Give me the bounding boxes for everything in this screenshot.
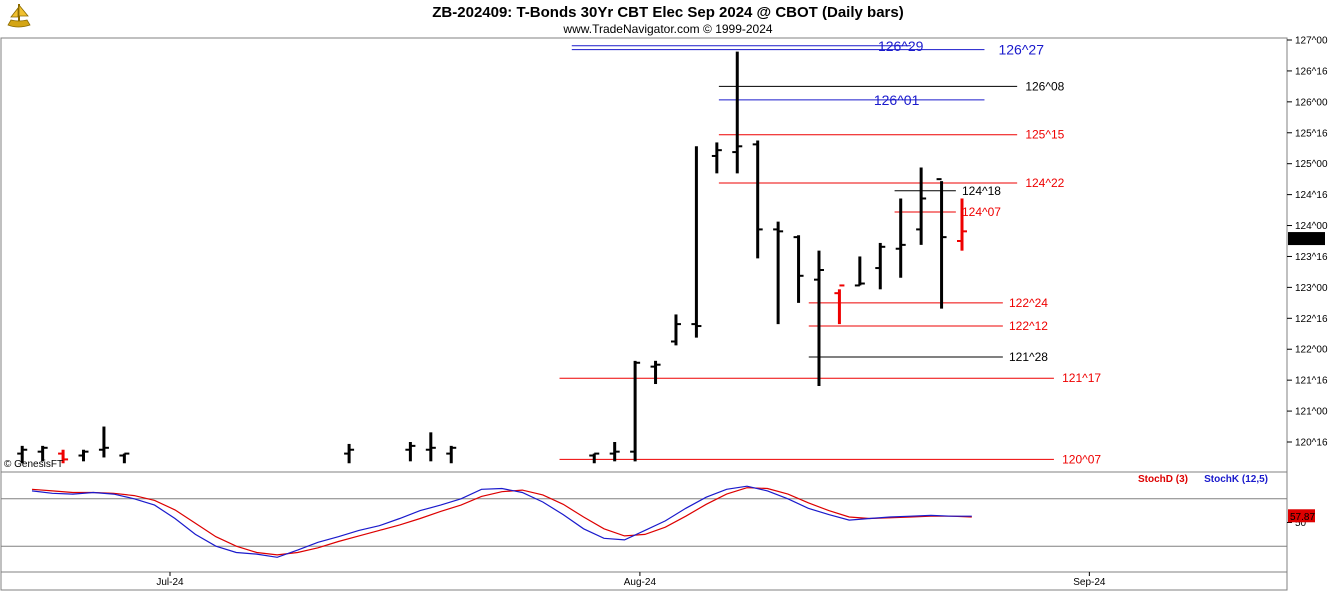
level-label: 121^28	[1009, 350, 1048, 364]
tradenavigator-logo-icon	[7, 3, 31, 28]
ohlc-bar	[936, 178, 947, 309]
stochd-line	[31, 487, 972, 556]
level-label: 126^01	[874, 92, 920, 108]
last-price-tag	[1288, 232, 1325, 246]
stoch-last-tag	[1288, 509, 1315, 523]
level-label: 126^08	[1025, 79, 1064, 93]
ohlc-bar	[119, 452, 130, 464]
price-levels: 126^29 126^27 126^08 126^01 125^15 124^22 124^…	[559, 38, 1101, 466]
last-price-label: 123^25	[1290, 235, 1323, 246]
level-label: 126^29	[878, 38, 924, 54]
price-tick-label: 120^16	[1295, 438, 1328, 449]
level-label: 122^24	[1009, 296, 1048, 310]
date-tick-label: Sep-24	[1073, 577, 1106, 588]
watermark: © GenesisFT	[4, 459, 63, 470]
legend-stochk: StochK (12,5)	[1204, 474, 1268, 485]
level-label: 124^22	[1025, 176, 1064, 190]
ohlc-bar	[589, 452, 600, 464]
ohlc-bar	[344, 443, 355, 464]
price-tick-label: 127^00	[1295, 36, 1328, 47]
price-tick-label: 124^00	[1295, 221, 1328, 232]
ohlc-bar	[834, 284, 845, 325]
ohlc-bar	[630, 360, 641, 462]
ohlc-bar	[854, 256, 865, 287]
price-tick-label: 126^16	[1295, 66, 1328, 77]
ohlc-bar	[813, 250, 824, 386]
price-axis: 127^00 126^16 126^00 125^16 125^00 124^16 124^…	[1287, 36, 1328, 449]
stoch-tick-label: 50	[1295, 518, 1307, 529]
level-label: 120^07	[1062, 452, 1101, 466]
date-labels: Jul-24 Aug-24 Sep-24	[156, 572, 1106, 588]
ohlc-bar	[98, 426, 109, 458]
stochk-line	[31, 485, 972, 558]
price-tick-label: 125^16	[1295, 128, 1328, 139]
ohlc-bar	[37, 445, 48, 462]
ohlc-bar	[956, 198, 967, 251]
stoch-last-label: 57.87	[1290, 512, 1315, 523]
ohlc-bar	[691, 146, 702, 338]
price-tick-label: 124^16	[1295, 190, 1328, 201]
level-label: 122^12	[1009, 319, 1048, 333]
ohlc-bar	[793, 235, 804, 303]
price-tick-label: 121^16	[1295, 376, 1328, 387]
ohlc-bar	[875, 242, 886, 290]
ohlc-bar	[78, 449, 89, 462]
ohlc-bar	[895, 198, 906, 278]
legend-stochd: StochD (3)	[1138, 474, 1188, 485]
price-tick-label: 125^00	[1295, 159, 1328, 170]
price-tick-label: 126^00	[1295, 97, 1328, 108]
chart-title: ZB-202409: T-Bonds 30Yr CBT Elec Sep 202…	[432, 4, 903, 21]
ohlc-bar	[609, 442, 620, 462]
ohlc-bar	[425, 432, 436, 462]
ohlc-bar	[670, 314, 681, 346]
chart-subtitle: www.TradeNavigator.com © 1999-2024	[562, 22, 772, 36]
ohlc-bar	[711, 142, 722, 174]
date-tick-label: Aug-24	[624, 577, 657, 588]
ohlc-bar	[58, 449, 69, 464]
ohlc-bar	[773, 221, 784, 325]
price-tick-label: 122^00	[1295, 345, 1328, 356]
ohlc-bar	[732, 51, 743, 174]
ohlc-bar	[405, 442, 416, 462]
date-tick-label: Jul-24	[156, 577, 184, 588]
price-tick-label: 123^00	[1295, 283, 1328, 294]
level-label: 126^27	[998, 42, 1044, 58]
price-tick-label: 121^00	[1295, 407, 1328, 418]
price-tick-label: 122^16	[1295, 314, 1328, 325]
ohlc-bar	[446, 445, 457, 464]
ohlc-bar	[650, 360, 661, 385]
price-bars	[17, 51, 967, 464]
date-axis	[0, 571, 1288, 591]
ohlc-bar	[916, 167, 927, 245]
price-pane	[0, 37, 1288, 473]
level-label: 121^17	[1062, 371, 1101, 385]
price-tick-label: 123^16	[1295, 252, 1328, 263]
ohlc-bar	[17, 445, 28, 464]
level-label: 124^07	[962, 205, 1001, 219]
level-label: 125^15	[1025, 128, 1064, 142]
level-label: 124^18	[962, 184, 1001, 198]
ohlc-bar	[752, 140, 763, 259]
